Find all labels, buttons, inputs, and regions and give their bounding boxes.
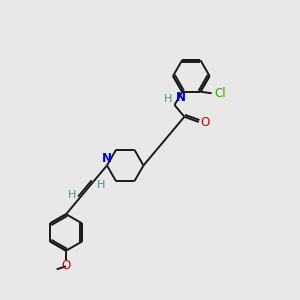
Text: N: N xyxy=(176,91,185,104)
Text: N: N xyxy=(102,152,112,165)
Text: O: O xyxy=(61,259,71,272)
Text: H: H xyxy=(68,190,76,200)
Text: O: O xyxy=(200,116,210,129)
Text: H: H xyxy=(97,180,105,190)
Text: Cl: Cl xyxy=(214,87,226,100)
Text: H: H xyxy=(164,94,172,104)
